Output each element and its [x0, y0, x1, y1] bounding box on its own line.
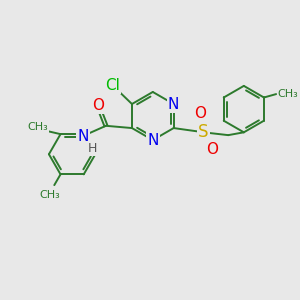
- Text: S: S: [198, 123, 208, 141]
- Text: CH₃: CH₃: [39, 190, 60, 200]
- Text: N: N: [78, 129, 89, 144]
- Text: O: O: [92, 98, 104, 113]
- Text: Cl: Cl: [105, 78, 120, 93]
- Text: CH₃: CH₃: [278, 89, 298, 99]
- Text: N: N: [147, 133, 158, 148]
- Text: CH₃: CH₃: [28, 122, 48, 132]
- Text: O: O: [206, 142, 218, 158]
- Text: N: N: [168, 97, 179, 112]
- Text: H: H: [88, 142, 97, 155]
- Text: O: O: [194, 106, 206, 121]
